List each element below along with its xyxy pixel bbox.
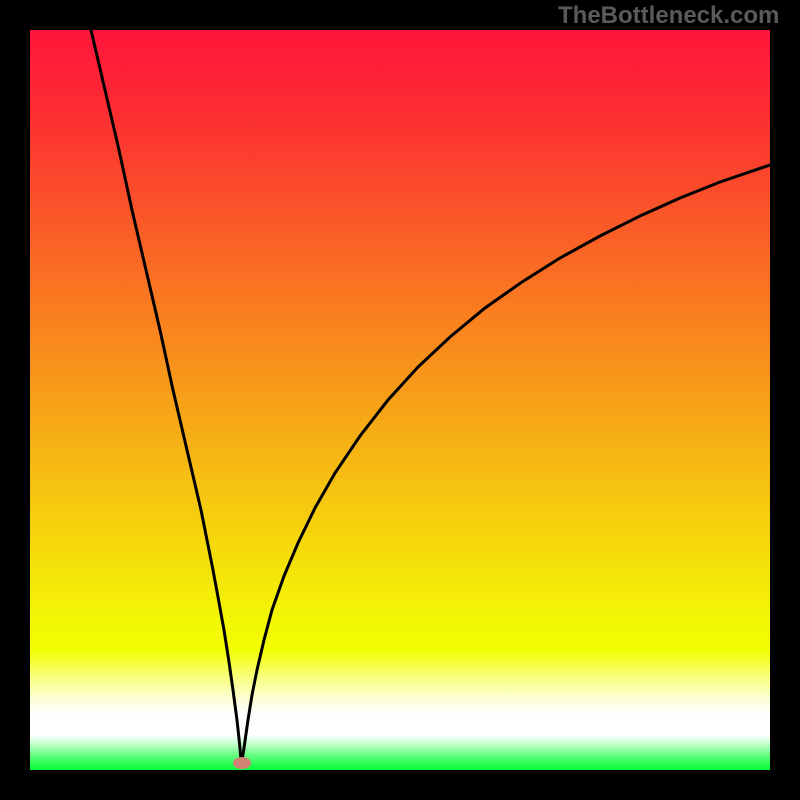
bottleneck-curve-chart xyxy=(30,30,770,770)
curve-left-branch xyxy=(91,30,241,761)
curve-right-branch xyxy=(242,165,770,761)
minimum-marker xyxy=(233,757,251,769)
watermark-text: TheBottleneck.com xyxy=(558,2,779,30)
